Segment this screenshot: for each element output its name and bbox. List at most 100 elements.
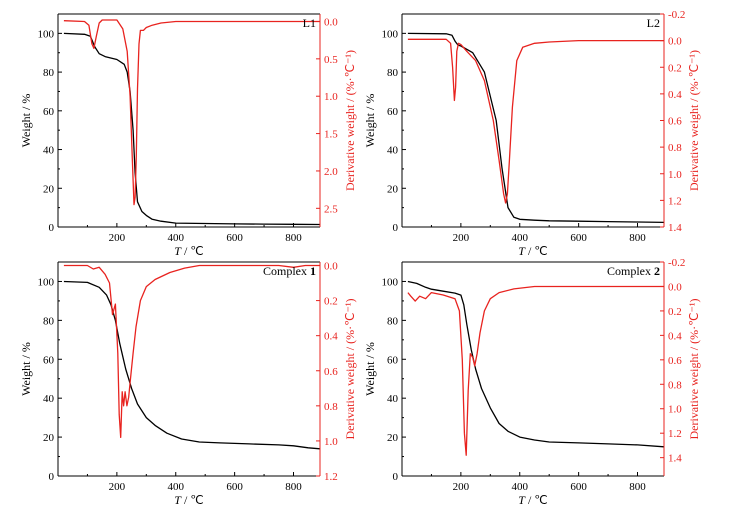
y2-tick-label: 1.4 — [668, 453, 682, 465]
y-tick-label: 80 — [387, 315, 399, 327]
y2-tick-label: 2.5 — [324, 203, 338, 215]
y2-axis-label: Derivative weight / (%·℃⁻¹) — [343, 50, 357, 191]
x-tick-label: 600 — [570, 481, 587, 493]
y2-tick-label: 0.8 — [324, 401, 338, 413]
y2-tick-label: -0.2 — [668, 9, 685, 21]
y2-tick-label: 1.0 — [668, 404, 682, 416]
y-tick-label: 80 — [43, 67, 55, 79]
y-tick-label: 0 — [393, 471, 399, 483]
y2-tick-label: 1.5 — [324, 129, 338, 141]
y2-tick-label: 0.4 — [668, 89, 682, 101]
y-axis-label: Weight / % — [19, 94, 33, 148]
y2-tick-label: 0.5 — [324, 54, 338, 66]
x-tick-label: 200 — [453, 481, 470, 493]
y-tick-label: 80 — [43, 315, 55, 327]
panel-tag: Complex 2 — [607, 264, 660, 278]
y-tick-label: 60 — [387, 354, 399, 366]
y2-tick-label: 0.0 — [668, 36, 682, 48]
panel-tag: L1 — [303, 16, 316, 30]
y-axis-label: Weight / % — [363, 94, 377, 148]
x-axis-label: T / ℃ — [174, 244, 204, 258]
y-tick-label: 100 — [38, 28, 55, 40]
y-tick-label: 60 — [387, 106, 399, 118]
y2-tick-label: 0.2 — [324, 296, 338, 308]
y-tick-label: 0 — [49, 471, 55, 483]
x-tick-label: 600 — [226, 481, 243, 493]
x-tick-label: 200 — [109, 232, 126, 244]
y-tick-label: 40 — [387, 393, 399, 405]
weight-line — [63, 280, 320, 450]
y2-tick-label: 0.8 — [668, 379, 682, 391]
x-tick-label: 400 — [168, 481, 185, 493]
y-tick-label: 100 — [382, 276, 399, 288]
x-tick-label: 200 — [453, 232, 470, 244]
x-tick-label: 600 — [226, 232, 243, 244]
y2-tick-label: 0.4 — [324, 331, 338, 343]
weight-line — [407, 32, 664, 224]
y2-tick-label: 0.0 — [324, 261, 338, 273]
y2-tick-label: 0.6 — [668, 116, 682, 128]
y-tick-label: 0 — [393, 222, 399, 234]
y-tick-label: 60 — [43, 354, 55, 366]
y2-axis-label: Derivative weight / (%·℃⁻¹) — [687, 298, 701, 439]
y2-tick-label: 0.6 — [324, 366, 338, 378]
x-tick-label: 400 — [168, 232, 185, 244]
y-tick-label: 40 — [43, 393, 55, 405]
y-tick-label: 20 — [43, 183, 55, 195]
y-tick-label: 60 — [43, 106, 55, 118]
y2-tick-label: 0.0 — [668, 281, 682, 293]
x-tick-label: 800 — [285, 232, 302, 244]
derivative-weight-line — [407, 38, 664, 204]
derivative-weight-line — [63, 264, 320, 439]
y-tick-label: 20 — [43, 432, 55, 444]
y-axis-label: Weight / % — [19, 342, 33, 396]
y-tick-label: 0 — [49, 222, 55, 234]
y-tick-label: 20 — [387, 432, 399, 444]
y2-tick-label: 1.2 — [668, 195, 682, 207]
x-tick-label: 400 — [512, 481, 529, 493]
weight-line — [407, 280, 664, 448]
x-axis-label: T / ℃ — [518, 493, 548, 507]
x-axis-label: T / ℃ — [174, 493, 204, 507]
panel-tag: L2 — [647, 16, 660, 30]
y-axis-label: Weight / % — [363, 342, 377, 396]
y2-tick-label: 0.8 — [668, 142, 682, 154]
y-tick-label: 20 — [387, 183, 399, 195]
panel-4: 200 400 600 800 0 20 40 60 80 100 -0.2 0.0 0.2 0.4 0.6… — [363, 257, 701, 507]
y2-tick-label: 1.0 — [324, 436, 338, 448]
panel-3: 200 400 600 800 0 20 40 60 80 100 0.0 0.2 0.4 0.6 0.8 1… — [19, 261, 357, 507]
derivative-weight-line — [63, 19, 320, 206]
weight-line — [63, 32, 320, 226]
y2-tick-label: 2.0 — [324, 166, 338, 178]
x-tick-label: 600 — [570, 232, 587, 244]
panel-1: 200 400 600 800 0 20 40 60 80 100 0.0 0.5 1.0 1.5 2.0 2… — [19, 13, 357, 258]
y-tick-label: 100 — [382, 28, 399, 40]
panel-tag: Complex 1 — [263, 264, 316, 278]
y2-tick-label: 1.0 — [668, 169, 682, 181]
y2-tick-label: -0.2 — [668, 257, 685, 269]
x-tick-label: 800 — [629, 232, 646, 244]
x-tick-label: 200 — [109, 481, 126, 493]
y2-tick-label: 1.4 — [668, 222, 682, 234]
panel-2: 200 400 600 800 0 20 40 60 80 100 -0.2 0.0 0.2 0.4 0.6… — [363, 9, 701, 258]
y-tick-label: 100 — [38, 276, 55, 288]
x-tick-label: 800 — [285, 481, 302, 493]
y2-tick-label: 1.0 — [324, 91, 338, 103]
y2-axis-label: Derivative weight / (%·℃⁻¹) — [343, 298, 357, 439]
y2-tick-label: 0.6 — [668, 355, 682, 367]
y-tick-label: 40 — [387, 145, 399, 157]
y2-tick-label: 0.2 — [668, 306, 682, 318]
x-tick-label: 400 — [512, 232, 529, 244]
x-tick-label: 800 — [629, 481, 646, 493]
y2-tick-label: 0.0 — [324, 16, 338, 28]
derivative-weight-line — [407, 285, 664, 456]
x-axis-label: T / ℃ — [518, 244, 548, 258]
y-tick-label: 80 — [387, 67, 399, 79]
y2-tick-label: 1.2 — [668, 428, 682, 440]
y2-tick-label: 0.2 — [668, 62, 682, 74]
y2-tick-label: 1.2 — [324, 471, 338, 483]
y2-tick-label: 0.4 — [668, 330, 682, 342]
y-tick-label: 40 — [43, 145, 55, 157]
y2-axis-label: Derivative weight / (%·℃⁻¹) — [687, 50, 701, 191]
